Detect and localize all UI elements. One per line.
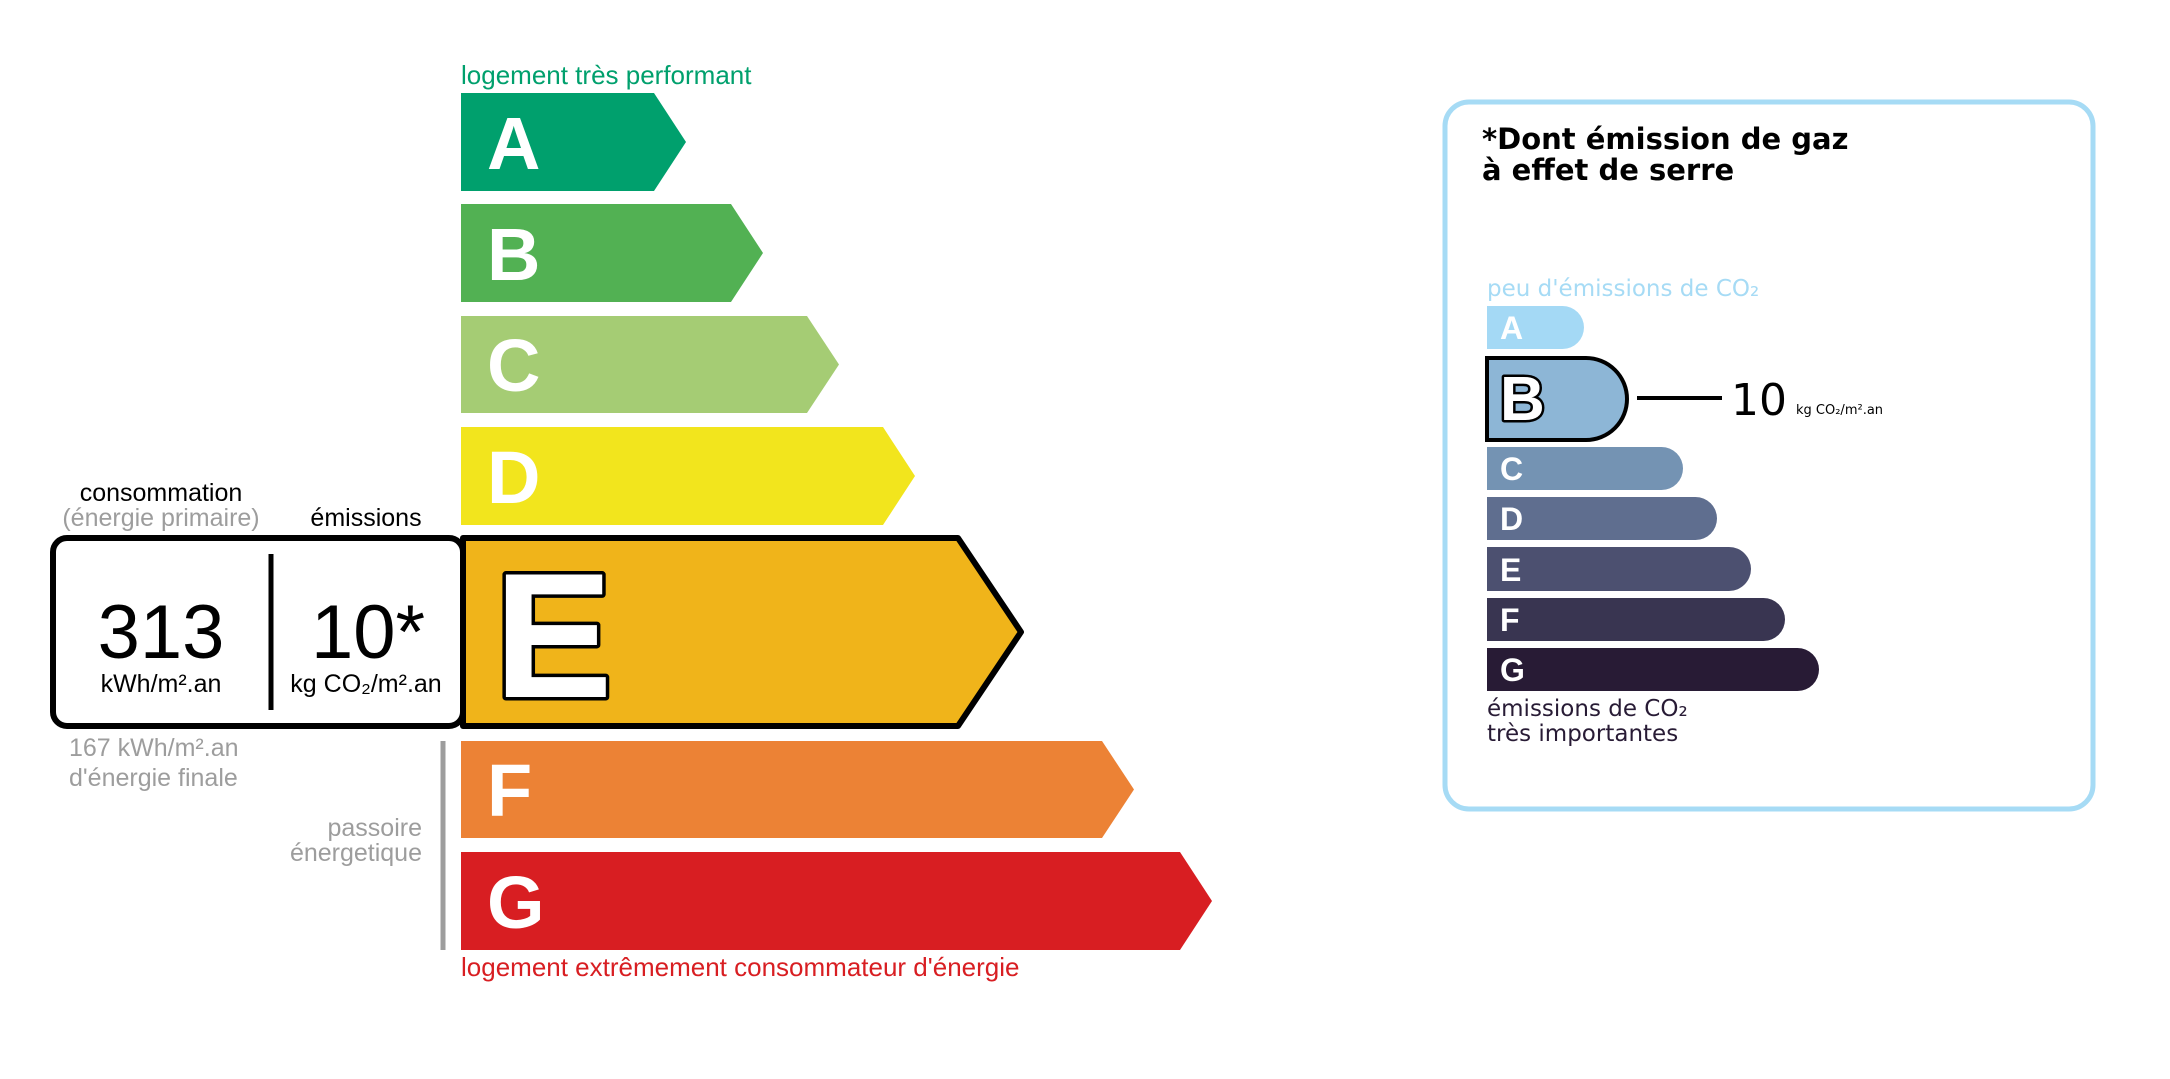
energy-top-label: logement très performant — [461, 60, 752, 90]
energy-bar-B — [461, 204, 763, 302]
ges-title-1: *Dont émission de gaz — [1482, 122, 1848, 156]
energy-letter-B: B — [487, 213, 540, 296]
emissions-label: émissions — [310, 504, 421, 532]
ges-letter-G: G — [1500, 652, 1525, 688]
ges-top-label: peu d'émissions de CO₂ — [1487, 276, 1759, 302]
energy-letter-A: A — [487, 102, 540, 185]
emissions-unit: kg CO₂/m².an — [290, 670, 441, 698]
ges-value: 10 — [1731, 375, 1787, 426]
energy-letter-F: F — [487, 749, 532, 832]
energy-bottom-label: logement extrêmement consommateur d'éner… — [461, 952, 1019, 982]
energy-bar-A — [461, 93, 686, 191]
energy-bar-C — [461, 316, 839, 413]
ges-letter-A: A — [1500, 310, 1523, 346]
ges-bar-E — [1487, 547, 1751, 591]
energy-letter-G: G — [487, 861, 545, 944]
energy-bar-D — [461, 427, 915, 525]
consumption-sublabel: (énergie primaire) — [62, 504, 259, 532]
energy-letter-C: C — [487, 324, 540, 407]
passoire-label-2: énergetique — [290, 839, 422, 867]
emissions-value: 10* — [311, 590, 425, 675]
current-energy-letter: E — [494, 536, 613, 735]
ges-letter-B: B — [1500, 365, 1545, 434]
ges-bar-D — [1487, 497, 1717, 540]
ges-bar-A — [1487, 306, 1584, 349]
energy-letter-D: D — [487, 436, 540, 519]
ges-bar-F — [1487, 598, 1785, 641]
ges-letter-C: C — [1500, 451, 1523, 487]
ges-bar-B — [1485, 356, 1629, 442]
ges-bar-G — [1487, 648, 1819, 691]
consumption-label: consommation — [80, 479, 243, 507]
consumption-value: 313 — [98, 590, 225, 675]
ges-bottom-label-2: très importantes — [1487, 721, 1678, 747]
energy-bar-F — [461, 741, 1134, 838]
consumption-unit: kWh/m².an — [101, 670, 222, 698]
current-energy-box: E 313 kWh/m².an 10* kg CO₂/m².an — [50, 533, 1024, 739]
energy-bar-G — [461, 852, 1212, 950]
passoire-label-1: passoire — [328, 814, 423, 842]
ges-letter-E: E — [1500, 552, 1521, 588]
final-energy-label: d'énergie finale — [69, 764, 238, 792]
ges-bottom-label-1: émissions de CO₂ — [1487, 696, 1688, 722]
values-box — [50, 535, 466, 729]
ges-unit: kg CO₂/m².an — [1796, 403, 1883, 418]
final-energy-value: 167 kWh/m².an — [69, 734, 239, 762]
ges-letter-D: D — [1500, 501, 1523, 537]
ges-title-2: à effet de serre — [1482, 153, 1734, 187]
ges-letter-F: F — [1500, 602, 1520, 638]
ges-bar-C — [1487, 447, 1683, 490]
